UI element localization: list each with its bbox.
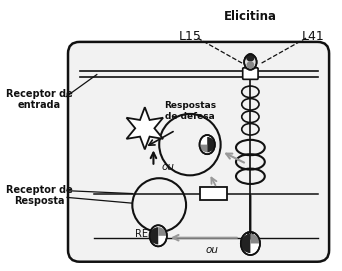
FancyBboxPatch shape: [68, 42, 329, 262]
Text: RE: RE: [135, 229, 148, 239]
Ellipse shape: [244, 54, 256, 70]
Wedge shape: [158, 227, 167, 236]
Ellipse shape: [199, 135, 215, 154]
Wedge shape: [250, 234, 260, 243]
FancyBboxPatch shape: [243, 68, 258, 79]
Text: Receptor de
Resposta: Receptor de Resposta: [6, 185, 73, 206]
Wedge shape: [241, 234, 250, 253]
Text: ou: ou: [161, 162, 174, 172]
Text: Respostas
de defesa: Respostas de defesa: [164, 101, 216, 121]
Wedge shape: [149, 227, 158, 244]
Text: L41: L41: [301, 30, 324, 43]
Wedge shape: [207, 137, 215, 152]
Text: Receptor de
entrada: Receptor de entrada: [6, 89, 73, 110]
Ellipse shape: [149, 225, 167, 246]
Circle shape: [246, 53, 255, 62]
Text: Elicitina: Elicitina: [224, 11, 277, 24]
Text: L15: L15: [179, 30, 201, 43]
Ellipse shape: [241, 232, 260, 255]
Text: ou: ou: [206, 245, 219, 255]
Circle shape: [247, 61, 254, 69]
Bar: [200, 187, 227, 200]
Wedge shape: [199, 145, 207, 152]
Polygon shape: [127, 107, 163, 149]
